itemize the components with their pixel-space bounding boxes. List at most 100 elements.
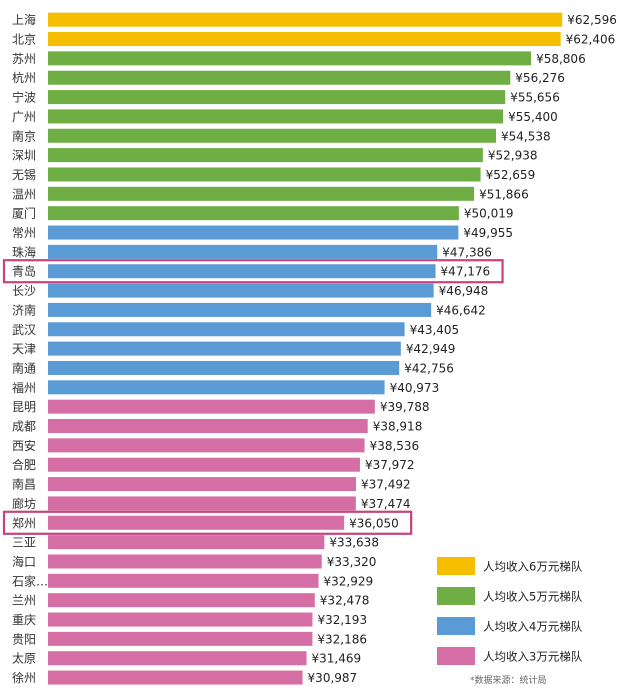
- legend-swatch: [437, 647, 475, 665]
- value-label: ¥36,050: [349, 516, 399, 530]
- bar: [48, 128, 497, 143]
- bar: [48, 670, 303, 685]
- value-label: ¥38,918: [373, 420, 423, 434]
- legend-label: 人均收入4万元梯队: [483, 620, 583, 634]
- category-label: 武汉: [12, 323, 36, 337]
- bar: [48, 302, 432, 317]
- bar: [48, 225, 459, 240]
- value-label: ¥47,176: [441, 265, 491, 279]
- value-label: ¥37,972: [365, 458, 415, 472]
- category-label: 石家…: [12, 573, 48, 588]
- category-label: 珠海: [12, 244, 36, 259]
- category-label: 合肥: [12, 457, 36, 472]
- value-label: ¥39,788: [380, 400, 430, 414]
- category-label: 太原: [12, 651, 36, 666]
- bar: [48, 399, 375, 414]
- category-label: 贵阳: [12, 632, 36, 646]
- category-label: 徐州: [12, 670, 36, 685]
- bar: [48, 12, 563, 27]
- category-label: 成都: [12, 420, 36, 434]
- category-label: 昆明: [12, 400, 36, 414]
- bar: [48, 419, 368, 434]
- legend-swatch: [437, 587, 475, 605]
- bar: [48, 109, 504, 124]
- value-label: ¥31,469: [312, 652, 362, 666]
- category-label: 兰州: [12, 594, 36, 608]
- legend-swatch: [437, 557, 475, 575]
- bar: [48, 206, 459, 221]
- bar: [48, 496, 356, 511]
- bar: [48, 341, 401, 356]
- bar: [48, 612, 313, 627]
- value-label: ¥42,949: [406, 342, 456, 356]
- highlight-box: [2, 510, 413, 535]
- category-label: 厦门: [12, 206, 36, 221]
- value-label: ¥62,406: [566, 33, 616, 47]
- value-label: ¥43,405: [410, 323, 460, 337]
- bar: [48, 51, 532, 66]
- bar: [48, 651, 307, 666]
- value-label: ¥32,478: [320, 594, 370, 608]
- value-label: ¥51,866: [479, 187, 529, 201]
- value-label: ¥47,386: [442, 245, 492, 259]
- category-label: 福州: [12, 380, 36, 395]
- category-label: 常州: [12, 226, 36, 240]
- value-label: ¥30,987: [308, 671, 358, 685]
- legend-label: 人均收入3万元梯队: [483, 650, 583, 664]
- value-label: ¥40,973: [390, 381, 440, 395]
- category-label: 深圳: [12, 149, 36, 163]
- category-label: 廊坊: [12, 496, 36, 511]
- category-label: 温州: [12, 187, 36, 201]
- category-label: 无锡: [12, 167, 36, 182]
- source-note: *数据来源：统计局: [470, 674, 547, 686]
- value-label: ¥32,186: [317, 632, 367, 646]
- bar: [48, 477, 356, 492]
- category-label: 三亚: [12, 536, 36, 550]
- category-label: 长沙: [12, 284, 36, 298]
- bars-group: 上海 ¥62,596 北京 ¥62,406 苏州 ¥58,806 杭州 ¥56,276 宁波 ¥5…: [12, 12, 617, 685]
- bar: [48, 573, 319, 588]
- bar: [48, 244, 438, 259]
- value-label: ¥52,938: [488, 149, 538, 163]
- category-label: 南京: [12, 128, 36, 143]
- value-label: ¥42,756: [404, 361, 454, 375]
- category-label: 济南: [12, 302, 36, 317]
- value-label: ¥46,642: [436, 303, 486, 317]
- value-label: ¥49,955: [463, 226, 513, 240]
- category-label: 北京: [12, 33, 36, 47]
- value-label: ¥55,400: [508, 110, 558, 124]
- category-label: 苏州: [12, 52, 36, 66]
- category-label: 海口: [12, 554, 36, 569]
- value-label: ¥56,276: [515, 71, 565, 85]
- value-label: ¥62,596: [567, 13, 617, 27]
- bar: [48, 515, 345, 530]
- category-label: 青岛: [12, 264, 36, 279]
- legend-swatch: [437, 617, 475, 635]
- highlight-box: [2, 259, 504, 284]
- bar: [48, 148, 483, 163]
- category-label: 重庆: [12, 613, 36, 627]
- bar: [48, 283, 434, 298]
- bar: [48, 90, 506, 105]
- value-label: ¥58,806: [536, 52, 586, 66]
- legend-label: 人均收入6万元梯队: [483, 560, 583, 574]
- category-label: 杭州: [12, 70, 36, 85]
- bar: [48, 457, 360, 472]
- category-label: 广州: [12, 110, 36, 124]
- highlight-boxes: [2, 259, 504, 535]
- bar: [48, 32, 561, 47]
- bar: [48, 554, 322, 569]
- value-label: ¥33,638: [329, 536, 379, 550]
- bar: [48, 322, 405, 337]
- bar: [48, 70, 511, 85]
- value-label: ¥33,320: [327, 555, 377, 569]
- category-label: 郑州: [12, 515, 36, 530]
- bar: [48, 593, 315, 608]
- value-label: ¥46,948: [439, 284, 489, 298]
- legend-label: 人均收入5万元梯队: [483, 590, 583, 604]
- value-label: ¥52,659: [486, 168, 536, 182]
- bar: [48, 438, 365, 453]
- value-label: ¥32,193: [317, 613, 367, 627]
